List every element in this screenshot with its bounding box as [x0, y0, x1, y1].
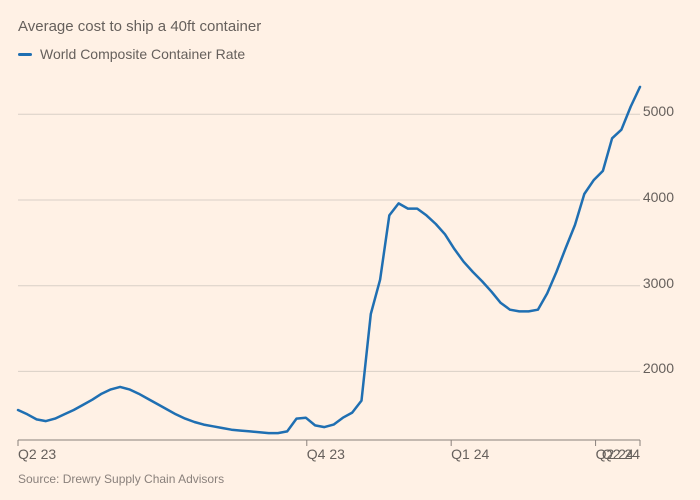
legend-swatch — [18, 53, 32, 56]
y-tick-label: 4000 — [643, 189, 678, 205]
y-tick-label: 3000 — [643, 275, 678, 291]
x-tick-label: Q1 24 — [451, 446, 489, 462]
y-tick-label: 2000 — [643, 360, 678, 376]
x-tick-label: Q4 23 — [307, 446, 345, 462]
y-tick-label: 5000 — [643, 103, 678, 119]
source-text: Source: Drewry Supply Chain Advisors — [18, 472, 224, 486]
x-tick-label: Q2 23 — [18, 446, 56, 462]
x-tick-label: Q2 24 — [602, 446, 640, 462]
legend-label: World Composite Container Rate — [40, 46, 245, 62]
plot-area: 2000300040005000Q2 23Q4 23Q1 24Q2 24Q2 2… — [18, 80, 682, 440]
chart-svg — [18, 80, 682, 440]
legend: World Composite Container Rate — [18, 46, 245, 62]
chart-subtitle: Average cost to ship a 40ft container — [18, 18, 261, 35]
chart-container: Average cost to ship a 40ft container Wo… — [0, 0, 700, 500]
